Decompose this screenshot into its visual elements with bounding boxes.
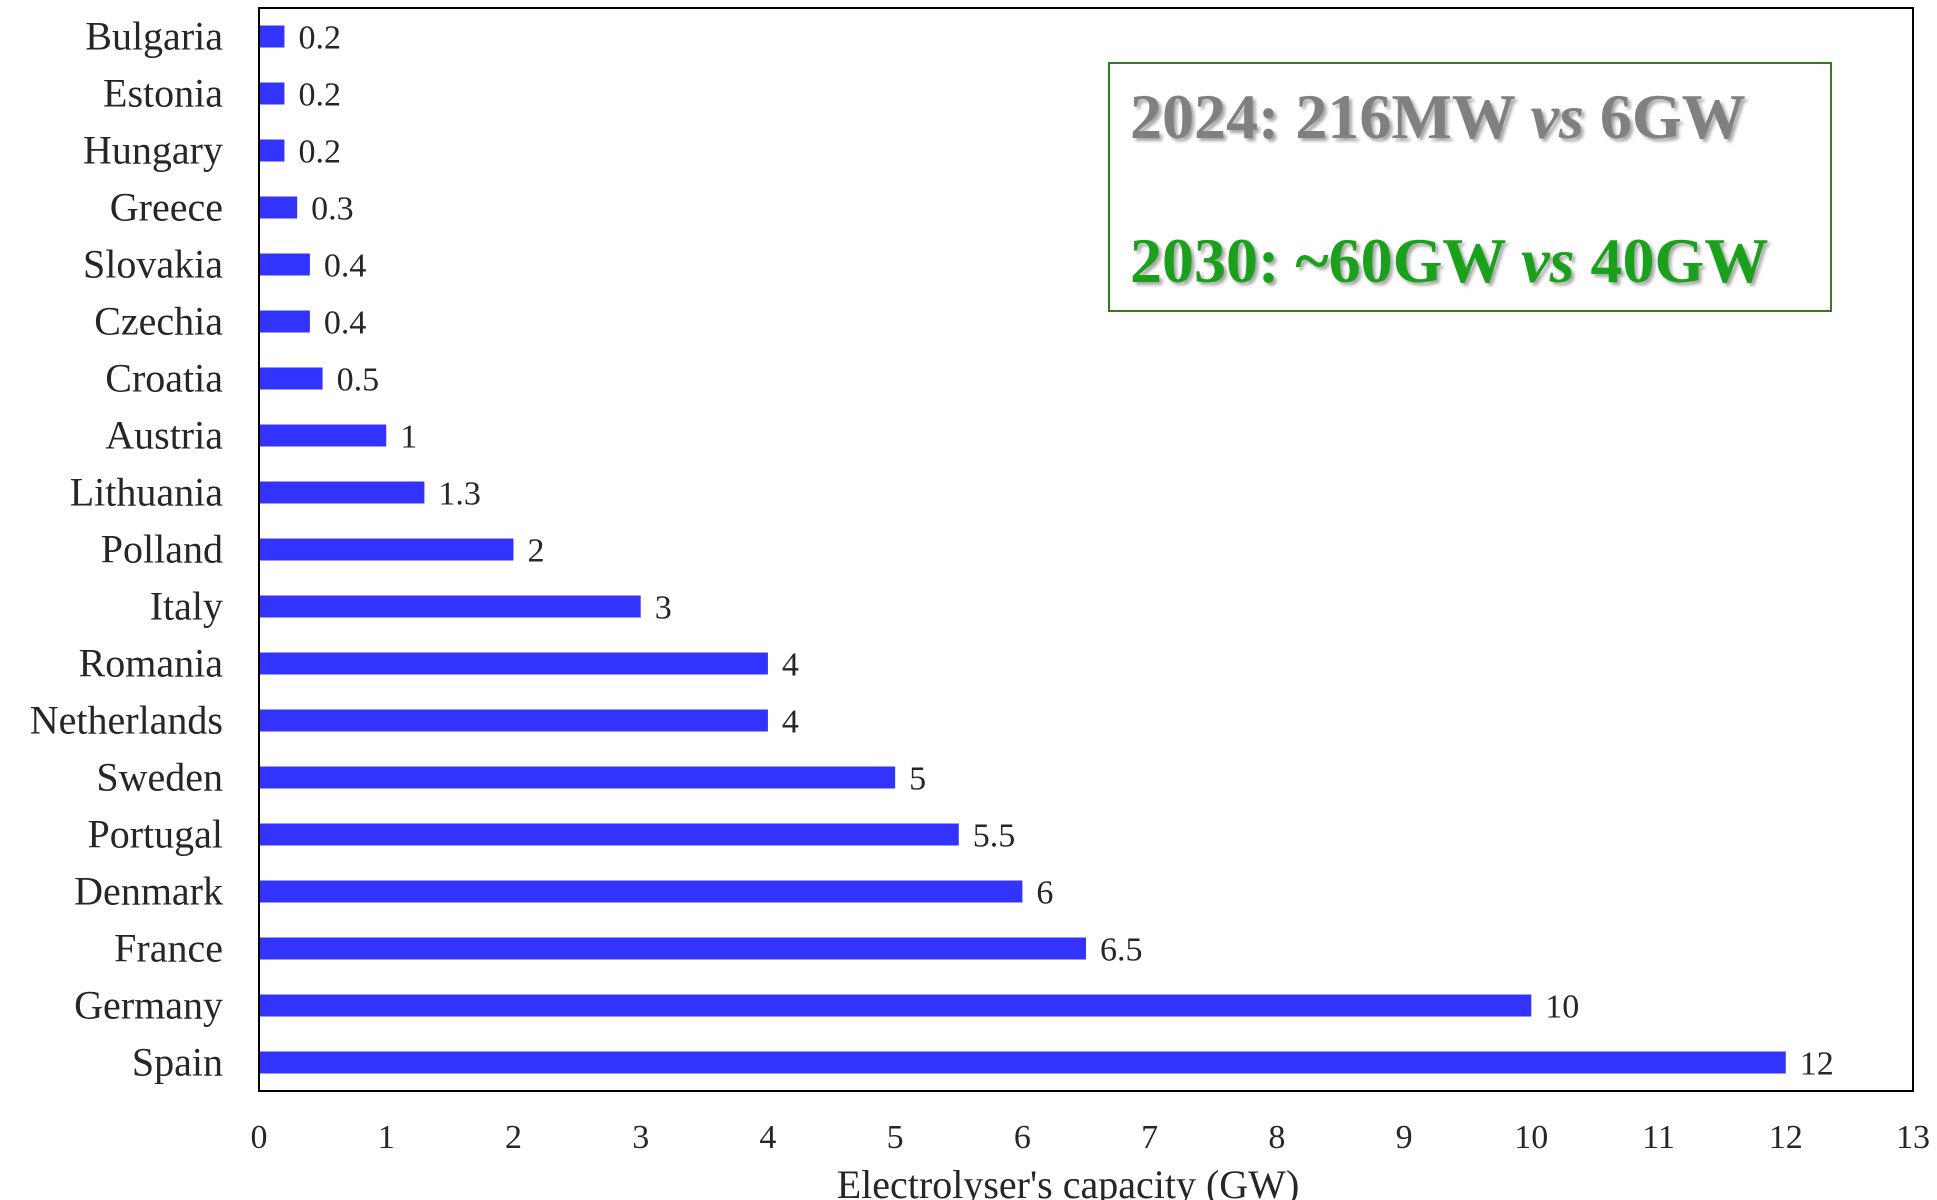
bar-netherlands: [260, 709, 768, 732]
x-tick-label-12: 12: [1769, 1119, 1803, 1156]
bar-croatia: [260, 367, 323, 390]
data-label-spain: 12: [1800, 1046, 1834, 1083]
category-label-denmark: Denmark: [74, 869, 223, 914]
bar-estonia: [260, 82, 285, 105]
bar-bulgaria: [260, 25, 285, 48]
category-label-spain: Spain: [132, 1040, 223, 1085]
category-label-germany: Germany: [74, 983, 223, 1028]
category-label-portugal: Portugal: [87, 812, 223, 857]
category-label-romania: Romania: [79, 641, 224, 686]
data-label-lithuania: 1.3: [438, 476, 481, 513]
category-label-estonia: Estonia: [103, 71, 223, 116]
data-label-austria: 1: [400, 419, 417, 456]
bar-italy: [260, 595, 641, 618]
category-label-hungary: Hungary: [83, 128, 223, 173]
bar-austria: [260, 424, 387, 447]
data-label-netherlands: 4: [782, 704, 799, 741]
x-tick-label-10: 10: [1514, 1119, 1548, 1156]
bar-hungary: [260, 139, 285, 162]
category-label-france: France: [114, 926, 223, 971]
bar-france: [260, 937, 1086, 960]
category-label-bulgaria: Bulgaria: [85, 14, 223, 59]
annotation-2030-prefix: 2030: ~60GW: [1130, 225, 1522, 296]
x-tick-label-3: 3: [632, 1119, 649, 1156]
bar-germany: [260, 994, 1532, 1017]
data-label-polland: 2: [527, 533, 544, 570]
x-tick-label-6: 6: [1014, 1119, 1031, 1156]
data-label-france: 6.5: [1100, 932, 1143, 969]
data-label-italy: 3: [655, 590, 672, 627]
category-label-polland: Polland: [101, 527, 223, 572]
data-label-croatia: 0.5: [337, 362, 380, 399]
x-tick-labels-group: 0 1 2 3 4 5 6 7 8 9 10 11 12 13: [251, 1119, 1931, 1156]
x-axis-title: Electrolyser's capacity (GW): [837, 1162, 1300, 1200]
bar-slovakia: [260, 253, 310, 276]
x-tick-label-0: 0: [251, 1119, 268, 1156]
data-label-estonia: 0.2: [298, 77, 341, 114]
bar-czechia: [260, 310, 310, 333]
data-label-hungary: 0.2: [298, 134, 341, 171]
category-label-austria: Austria: [105, 413, 223, 458]
x-tick-label-11: 11: [1642, 1119, 1675, 1156]
annotation-2024-vs: vs: [1530, 81, 1584, 152]
bar-sweden: [260, 766, 896, 789]
data-label-bulgaria: 0.2: [298, 20, 341, 57]
category-label-sweden: Sweden: [96, 755, 223, 800]
category-label-netherlands: Netherlands: [30, 698, 223, 743]
annotation-2030-line: 2030: ~60GW vs 40GW: [1130, 224, 1768, 298]
data-label-slovakia: 0.4: [324, 248, 367, 285]
x-tick-label-5: 5: [887, 1119, 904, 1156]
category-labels-group: Bulgaria Estonia Hungary Greece Slovakia Czec…: [30, 14, 224, 1085]
x-tick-label-9: 9: [1396, 1119, 1413, 1156]
category-label-slovakia: Slovakia: [83, 242, 223, 287]
data-label-portugal: 5.5: [973, 818, 1016, 855]
annotation-2024-prefix: 2024: 216MW: [1130, 81, 1531, 152]
x-tick-label-4: 4: [759, 1119, 776, 1156]
annotation-2024-target: 6GW: [1583, 81, 1746, 152]
x-tick-label-1: 1: [378, 1119, 395, 1156]
bar-polland: [260, 538, 514, 561]
annotation-box: 2024: 216MW vs 6GW 2030: ~60GW vs 40GW: [1108, 62, 1832, 312]
bars-group: [260, 25, 1786, 1074]
annotation-2030-vs: vs: [1521, 225, 1575, 296]
data-label-greece: 0.3: [311, 191, 354, 228]
data-label-germany: 10: [1545, 989, 1579, 1026]
annotation-2024-line: 2024: 216MW vs 6GW: [1130, 80, 1746, 154]
x-tick-label-2: 2: [505, 1119, 522, 1156]
bar-portugal: [260, 823, 959, 846]
annotation-2030-target: 40GW: [1574, 225, 1769, 296]
category-label-italy: Italy: [150, 584, 223, 629]
bar-denmark: [260, 880, 1023, 903]
data-labels-group: 0.2 0.2 0.2 0.3 0.4 0.4 0.5 1 1.3 2 3 4 4 5 5.5 6 6.5 10 1…: [298, 20, 1833, 1083]
x-tick-label-13: 13: [1896, 1119, 1930, 1156]
data-label-romania: 4: [782, 647, 799, 684]
bar-greece: [260, 196, 298, 219]
x-tick-label-7: 7: [1141, 1119, 1158, 1156]
category-label-czechia: Czechia: [94, 299, 223, 344]
bar-spain: [260, 1051, 1786, 1074]
data-label-denmark: 6: [1036, 875, 1053, 912]
data-label-sweden: 5: [909, 761, 926, 798]
category-label-croatia: Croatia: [105, 356, 223, 401]
bar-romania: [260, 652, 768, 675]
data-label-czechia: 0.4: [324, 305, 367, 342]
category-label-lithuania: Lithuania: [70, 470, 224, 515]
bar-lithuania: [260, 481, 425, 504]
category-label-greece: Greece: [110, 185, 223, 230]
x-tick-label-8: 8: [1268, 1119, 1285, 1156]
